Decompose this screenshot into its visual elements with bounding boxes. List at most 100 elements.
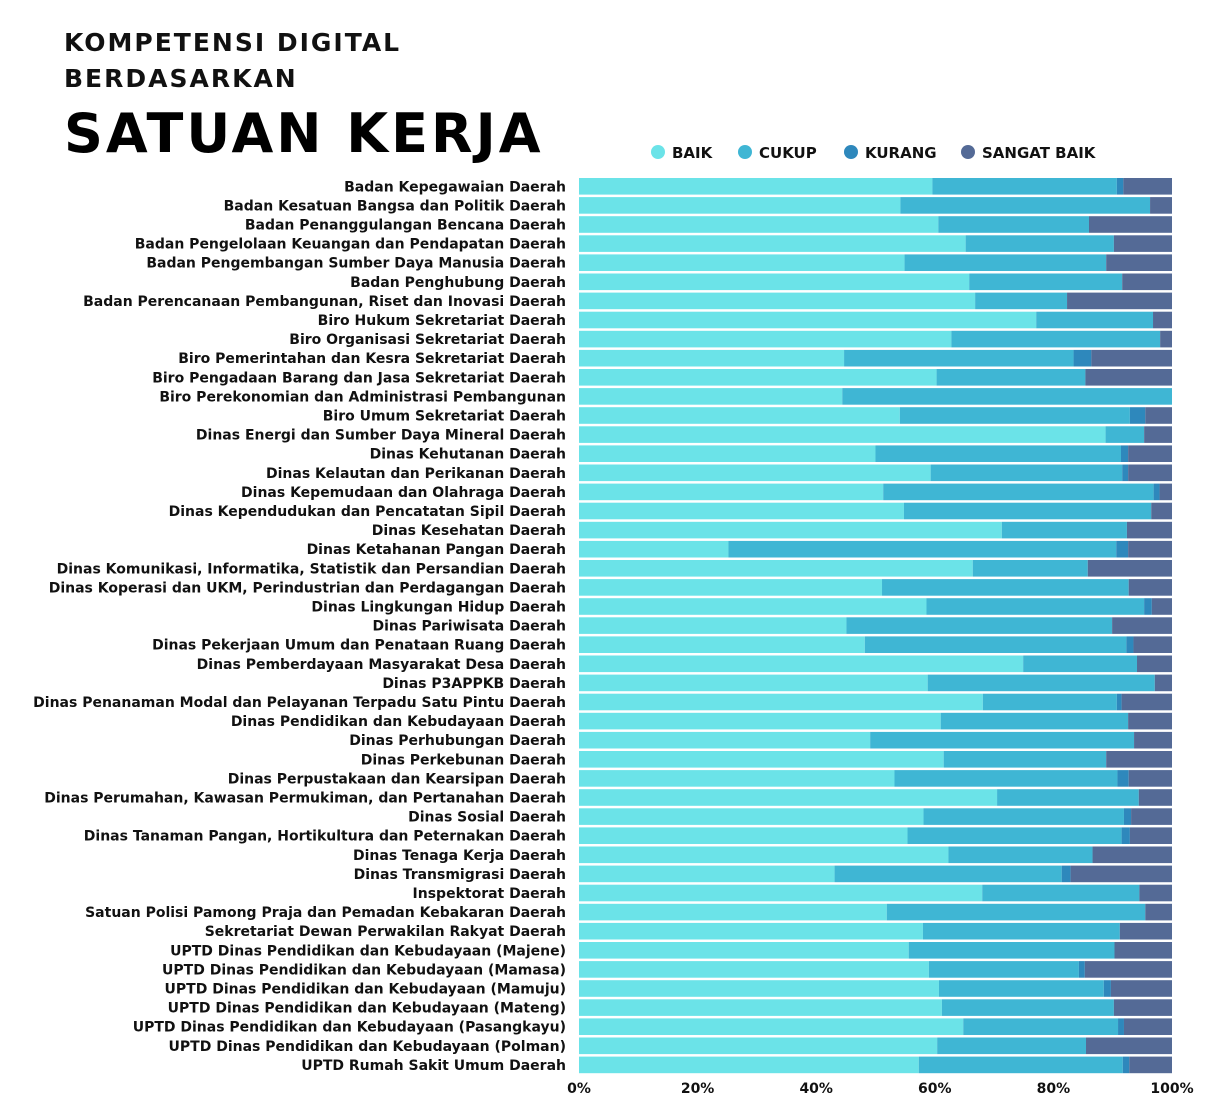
bar-segment-4-3 — [1106, 254, 1172, 271]
bar-segment-9-0 — [579, 349, 845, 367]
bar-segment-33-2 — [1123, 808, 1132, 825]
category-label-28: Dinas Pendidikan dan Kebudayaan Daerah — [231, 714, 566, 730]
bar-segment-6-3 — [1067, 292, 1172, 310]
bar-segment-43-3 — [1113, 999, 1172, 1016]
bar-segment-42-2 — [1103, 980, 1111, 997]
bar-segment-26-0 — [579, 674, 928, 692]
bar-segment-6-0 — [579, 292, 976, 310]
bar-segment-3-0 — [579, 235, 966, 252]
bar-segment-8-3 — [1160, 330, 1172, 348]
category-label-40: UPTD Dinas Pendidikan dan Kebudayaan (Ma… — [170, 943, 566, 959]
bar-segment-22-2 — [1144, 598, 1152, 615]
bar-segment-27-2 — [1116, 693, 1122, 711]
title-main: SATUAN KERJA — [64, 102, 544, 165]
bar-segment-45-0 — [579, 1037, 938, 1055]
bar-segment-0-2 — [1116, 178, 1124, 195]
bar-segment-16-1 — [883, 483, 1154, 501]
bar-segment-2-1 — [938, 216, 1089, 233]
bar-segment-30-1 — [943, 751, 1107, 768]
bar-segment-29-1 — [870, 731, 1135, 749]
bar-segment-0-1 — [932, 178, 1117, 195]
bar-segment-18-3 — [1126, 521, 1172, 539]
bar-segment-42-1 — [938, 980, 1104, 997]
bar-segment-25-3 — [1137, 655, 1172, 673]
category-label-24: Dinas Pekerjaan Umum dan Penataan Ruang … — [152, 638, 566, 654]
category-label-11: Biro Perekonomian dan Administrasi Pemba… — [159, 389, 566, 405]
bar-segment-5-0 — [579, 273, 970, 291]
x-tick-label-1: 20% — [681, 1081, 715, 1097]
bar-segment-30-3 — [1106, 751, 1172, 768]
bar-segment-21-3 — [1128, 579, 1172, 596]
bar-segment-17-0 — [579, 502, 904, 520]
category-label-41: UPTD Dinas Pendidikan dan Kebudayaan (Ma… — [162, 962, 566, 978]
bar-segment-30-0 — [579, 751, 944, 768]
bar-segment-42-3 — [1110, 980, 1172, 997]
bar-segment-20-0 — [579, 560, 973, 577]
bar-segment-29-3 — [1134, 731, 1172, 749]
bar-segment-20-3 — [1087, 560, 1172, 577]
category-label-25: Dinas Pemberdayaan Masyarakat Desa Daera… — [197, 657, 566, 673]
bar-segment-14-2 — [1121, 445, 1129, 462]
bar-segment-24-0 — [579, 636, 865, 653]
category-label-21: Dinas Koperasi dan UKM, Perindustrian da… — [49, 580, 566, 596]
category-label-3: Badan Pengelolaan Keuangan dan Pendapata… — [135, 237, 566, 253]
x-axis-ticks: 0% 20% 40% 60% 80% 100% — [567, 1081, 1194, 1097]
bar-segment-4-1 — [904, 254, 1107, 271]
bar-segment-14-3 — [1128, 445, 1172, 462]
bar-segment-26-1 — [927, 674, 1155, 692]
bar-segment-20-1 — [972, 560, 1088, 577]
bar-segment-46-2 — [1122, 1056, 1130, 1074]
bar-segment-23-3 — [1112, 617, 1172, 634]
category-labels: Badan Kepegawaian Daerah Badan Kesatuan B… — [33, 179, 566, 1074]
bar-segment-46-3 — [1129, 1056, 1172, 1074]
bar-segment-17-1 — [903, 502, 1152, 520]
category-label-29: Dinas Perhubungan Daerah — [349, 733, 566, 749]
bar-segment-38-3 — [1145, 903, 1172, 921]
bar-segment-15-2 — [1122, 464, 1129, 482]
category-label-19: Dinas Ketahanan Pangan Daerah — [307, 542, 566, 558]
bar-segment-14-1 — [875, 445, 1121, 462]
bar-segment-37-3 — [1139, 884, 1172, 902]
bar-segment-32-1 — [997, 789, 1139, 806]
bar-segment-5-1 — [969, 273, 1123, 291]
bar-segment-34-1 — [907, 827, 1122, 844]
bar-segment-13-0 — [579, 426, 1106, 443]
bar-segment-36-3 — [1070, 865, 1172, 883]
bar-segment-31-2 — [1117, 770, 1129, 787]
bar-segment-19-0 — [579, 540, 729, 558]
legend-swatch-3 — [961, 145, 975, 159]
category-label-39: Sekretariat Dewan Perwakilan Rakyat Daer… — [205, 924, 566, 940]
bar-segment-27-0 — [579, 693, 983, 711]
category-label-12: Biro Umum Sekretariat Daerah — [323, 409, 566, 425]
bar-segment-19-1 — [728, 540, 1117, 558]
bar-segment-15-3 — [1128, 464, 1172, 482]
bar-segment-21-0 — [579, 579, 883, 596]
legend-label-0: BAIK — [672, 144, 714, 162]
bar-segment-35-3 — [1092, 846, 1172, 864]
bar-segment-16-2 — [1153, 483, 1160, 501]
category-label-30: Dinas Perkebunan Daerah — [361, 752, 566, 768]
bar-segment-2-3 — [1088, 216, 1172, 233]
bar-segment-22-0 — [579, 598, 927, 615]
bar-segment-34-2 — [1121, 827, 1130, 844]
bar-segment-32-0 — [579, 789, 998, 806]
category-label-35: Dinas Tenaga Kerja Daerah — [353, 848, 566, 864]
category-label-15: Dinas Kelautan dan Perikanan Daerah — [266, 466, 566, 482]
bar-segment-46-0 — [579, 1056, 919, 1074]
bar-segment-32-3 — [1138, 789, 1172, 806]
bar-segment-25-0 — [579, 655, 1024, 673]
category-label-0: Badan Kepegawaian Daerah — [344, 179, 566, 195]
bar-segment-38-1 — [886, 903, 1146, 921]
bar-segment-44-2 — [1118, 1018, 1124, 1035]
bar-segment-1-0 — [579, 197, 901, 214]
bar-segment-34-0 — [579, 827, 908, 844]
bar-segment-41-1 — [928, 961, 1079, 978]
bar-segment-33-1 — [923, 808, 1124, 825]
bar-segment-33-3 — [1131, 808, 1172, 825]
category-label-33: Dinas Sosial Daerah — [408, 810, 566, 826]
category-label-44: UPTD Dinas Pendidikan dan Kebudayaan (Pa… — [133, 1020, 566, 1036]
bar-segment-16-0 — [579, 483, 884, 501]
legend-swatch-2 — [844, 145, 858, 159]
bar-segment-1-3 — [1150, 197, 1172, 214]
bar-segment-45-3 — [1086, 1037, 1172, 1055]
